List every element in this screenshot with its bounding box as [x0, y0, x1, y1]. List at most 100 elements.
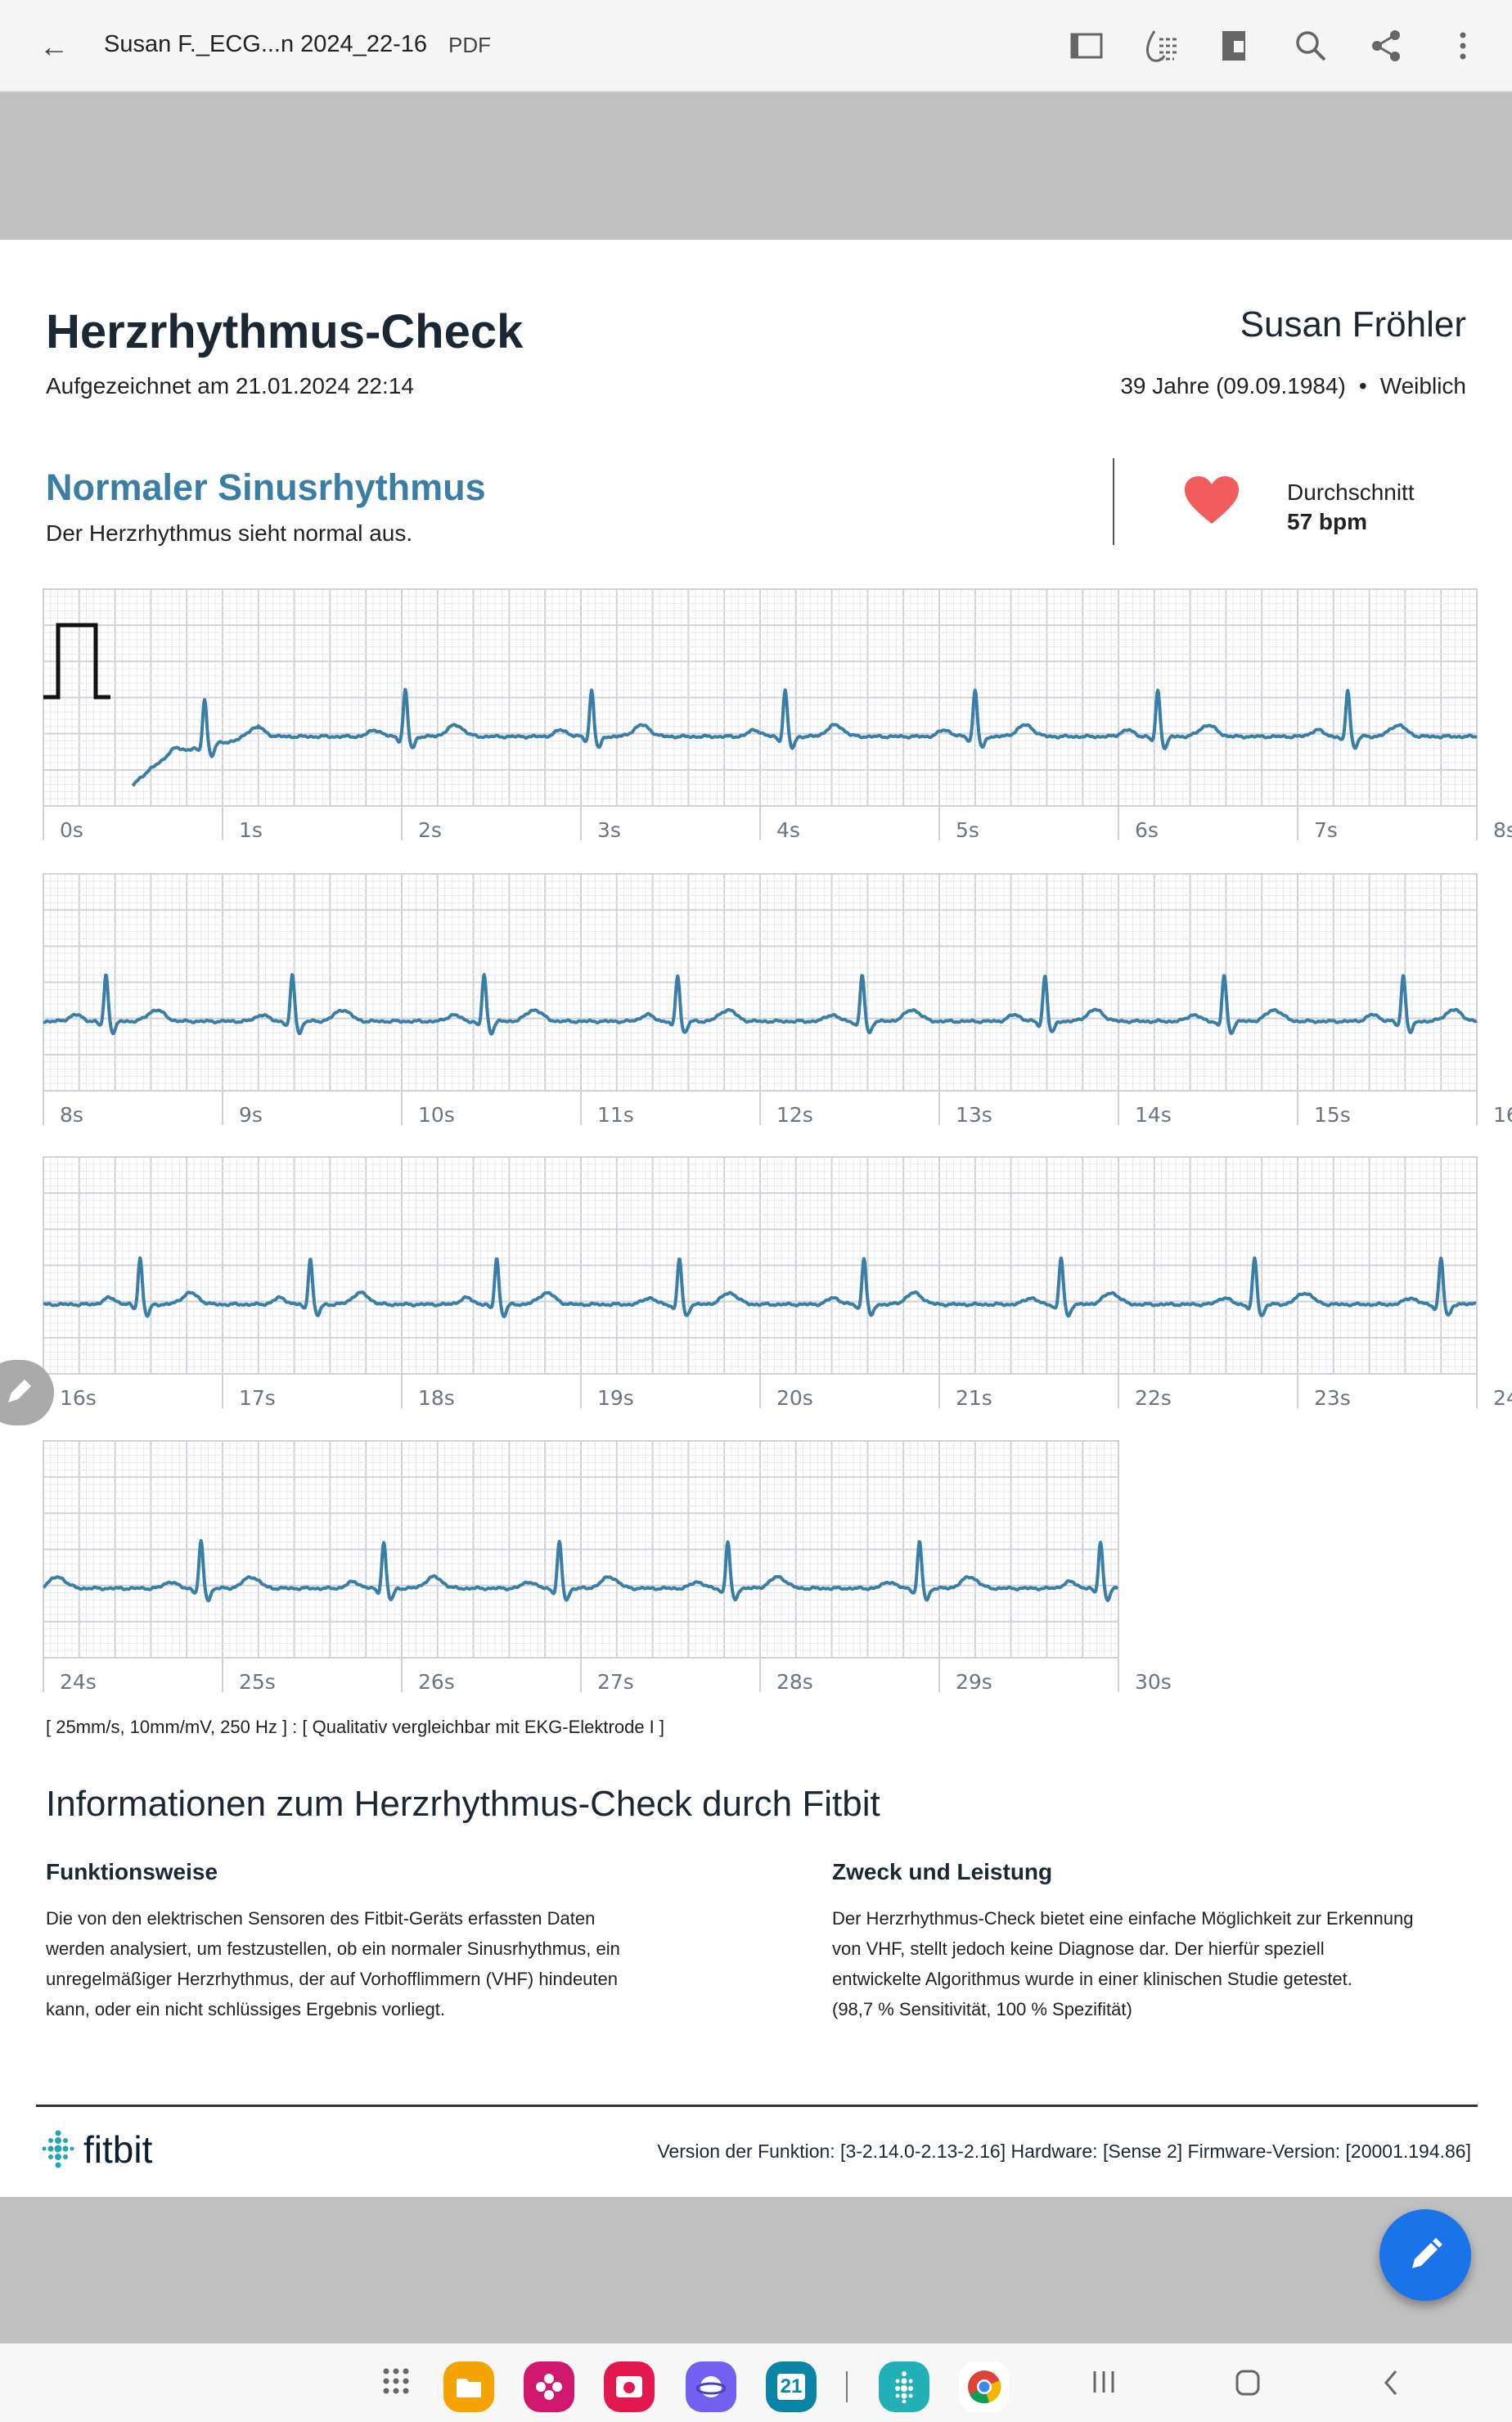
info-heading: Informationen zum Herzrhythmus-Check dur…: [46, 1784, 880, 1824]
time-tick-label: 3s: [597, 818, 621, 842]
recent-apps-button[interactable]: [1091, 2370, 1116, 2398]
time-tick-label: 8s: [1493, 818, 1512, 842]
fitbit-wordmark: fitbit: [83, 2128, 153, 2171]
chrome-app-icon[interactable]: [959, 2361, 1010, 2412]
time-tick-label: 19s: [597, 1386, 634, 1410]
camera-app-icon[interactable]: [604, 2361, 655, 2412]
reading-mode-icon[interactable]: [1141, 25, 1183, 67]
time-tick-label: 16s: [60, 1386, 97, 1410]
pdf-page: [0, 240, 1512, 2197]
time-tick-label: 10s: [418, 1103, 455, 1127]
page-title: Herzrhythmus-Check: [46, 305, 524, 358]
text-line: Die von den elektrischen Sensoren des Fi…: [46, 1908, 596, 1929]
heart-icon: [1183, 475, 1240, 529]
footer-divider: [36, 2105, 1478, 2107]
page-layout-icon[interactable]: [1213, 25, 1255, 67]
version-info: Version der Funktion: [3-2.14.0-2.13-2.1…: [657, 2141, 1471, 2162]
time-tick-label: 25s: [239, 1670, 276, 1694]
patient-details: 39 Jahre (09.09.1984) • Weiblich: [1120, 373, 1466, 399]
pencil-icon: [1412, 2238, 1442, 2268]
patient-name: Susan Fröhler: [1240, 304, 1466, 344]
calendar-app-icon[interactable]: 21: [766, 2361, 817, 2412]
time-tick-label: 22s: [1135, 1386, 1172, 1410]
share-icon[interactable]: [1365, 25, 1407, 67]
text-line: kann, oder ein nicht schlüssiges Ergebni…: [46, 1999, 445, 2019]
sidebar-panel-icon[interactable]: [1065, 25, 1108, 67]
time-tick-label: 29s: [956, 1670, 992, 1694]
time-tick-label: 20s: [776, 1386, 813, 1410]
time-tick-label: 26s: [418, 1670, 455, 1694]
purpose-text: Der Herzrhythmus-Check bietet eine einfa…: [832, 1903, 1487, 2024]
time-tick-label: 24s: [1493, 1386, 1512, 1410]
patient-age-birthdate: 39 Jahre (09.09.1984): [1120, 373, 1346, 398]
back-arrow-icon[interactable]: ←: [39, 29, 69, 63]
time-tick-label: 21s: [956, 1386, 992, 1410]
ecg-trace: [42, 1538, 1119, 1603]
time-tick-label: 14s: [1135, 1103, 1172, 1127]
ecg-strip: 0s 1s 2s 3s 4s 5s 6s 7s 8s: [43, 588, 1512, 847]
text-line: (98,7 % Sensitivität, 100 % Spezifität): [832, 1999, 1132, 2019]
app-drawer-icon[interactable]: [381, 2366, 411, 2400]
time-tick-label: 28s: [776, 1670, 813, 1694]
time-tick-label: 0s: [60, 818, 83, 842]
time-tick-label: 12s: [776, 1103, 813, 1127]
purpose-title: Zweck und Leistung: [832, 1859, 1053, 1884]
edit-fab-button[interactable]: [1379, 2209, 1471, 2301]
divider: [1113, 458, 1114, 545]
document-title: Susan F._ECG...n 2024_22-16: [104, 31, 427, 57]
time-tick-label: 1s: [239, 818, 263, 842]
app-toolbar: ← Susan F._ECG...n 2024_22-16 PDF: [0, 0, 1512, 92]
dock-divider: [846, 2371, 848, 2402]
time-tick-label: 17s: [239, 1386, 276, 1410]
fitbit-dots-icon: [42, 2130, 74, 2168]
time-tick-label: 9s: [239, 1103, 263, 1127]
side-edit-handle[interactable]: [0, 1360, 54, 1425]
time-tick-label: 4s: [776, 818, 800, 842]
text-line: unregelmäßiger Herzrhythmus, der auf Vor…: [46, 1969, 619, 1989]
time-tick-label: 8s: [60, 1103, 83, 1127]
files-app-icon[interactable]: [443, 2361, 494, 2412]
calibration-pulse: [43, 623, 110, 700]
time-tick-label: 6s: [1135, 818, 1159, 842]
search-icon[interactable]: [1289, 25, 1332, 67]
ecg-strip: 24s 25s 26s 27s 28s 29s 30s: [42, 1440, 1172, 1699]
average-label: Durchschnitt: [1287, 479, 1415, 505]
separator-dot: •: [1358, 373, 1367, 398]
gallery-app-icon[interactable]: [524, 2361, 574, 2412]
more-options-icon[interactable]: [1442, 25, 1484, 67]
fitbit-logo: fitbit: [41, 2127, 152, 2172]
time-tick-label: 30s: [1135, 1670, 1172, 1694]
file-type-label: PDF: [448, 33, 491, 57]
time-tick-label: 7s: [1314, 818, 1338, 842]
how-it-works-title: Funktionsweise: [46, 1859, 218, 1884]
internet-browser-app-icon[interactable]: [686, 2361, 736, 2412]
how-it-works-text: Die von den elektrischen Sensoren des Fi…: [46, 1903, 700, 2024]
back-button[interactable]: [1383, 2370, 1399, 2400]
text-line: werden analysiert, um festzustellen, ob …: [46, 1938, 620, 1959]
home-button[interactable]: [1235, 2370, 1260, 2400]
rhythm-result-text: Der Herzrhythmus sieht normal aus.: [46, 520, 413, 546]
text-line: entwickelte Algorithmus wurde in einer k…: [832, 1969, 1352, 1989]
text-line: Der Herzrhythmus-Check bietet eine einfa…: [832, 1908, 1414, 1929]
scale-note: [ 25mm/s, 10mm/mV, 250 Hz ] : [ Qualitat…: [46, 1717, 665, 1737]
time-tick-label: 5s: [956, 818, 979, 842]
time-tick-label: 27s: [597, 1670, 634, 1694]
ecg-trace: [42, 973, 1478, 1036]
ecg-strip: 16s 17s 18s 19s 20s 21s 22s 23s 24s: [42, 1156, 1512, 1415]
recorded-date: Aufgezeichnet am 21.01.2024 22:14: [46, 373, 414, 398]
time-tick-label: 15s: [1314, 1103, 1351, 1127]
ecg-trace: [42, 1256, 1478, 1319]
time-tick-label: 11s: [597, 1103, 634, 1127]
rhythm-result-title: Normaler Sinusrhythmus: [46, 466, 486, 508]
ecg-strip: 8s 9s 10s 11s 12s 13s 14s 15s 16s: [42, 873, 1512, 1132]
fitbit-app-icon[interactable]: [879, 2361, 929, 2412]
time-tick-label: 13s: [956, 1103, 992, 1127]
average-bpm: 57 bpm: [1287, 509, 1368, 534]
time-tick-label: 2s: [418, 818, 442, 842]
patient-gender: Weiblich: [1379, 373, 1466, 398]
time-tick-label: 18s: [418, 1386, 455, 1410]
text-line: von VHF, stellt jedoch keine Diagnose da…: [832, 1938, 1325, 1959]
system-navbar: 21: [0, 2343, 1512, 2422]
ecg-trace: [131, 687, 1478, 787]
time-tick-label: 16s: [1493, 1103, 1512, 1127]
